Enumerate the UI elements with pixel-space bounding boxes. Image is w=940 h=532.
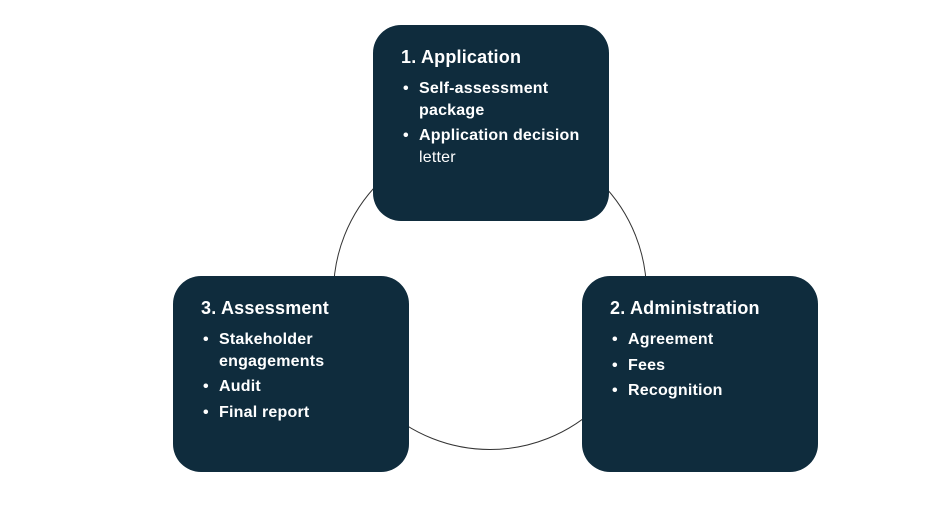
node-title: 3. Assessment <box>201 298 383 319</box>
node-item: Self-assessment package <box>401 78 583 121</box>
node-items: Stakeholder engagements Audit Final repo… <box>201 329 383 423</box>
node-item: Application decisionletter <box>401 125 583 168</box>
node-item: Stakeholder engagements <box>201 329 383 372</box>
node-items: Agreement Fees Recognition <box>610 329 792 402</box>
cycle-diagram: 1. Application Self-assessment package A… <box>0 0 940 532</box>
node-application: 1. Application Self-assessment package A… <box>373 25 609 221</box>
node-title: 1. Application <box>401 47 583 68</box>
node-item: Audit <box>201 376 383 398</box>
node-items: Self-assessment package Application deci… <box>401 78 583 168</box>
node-item: Final report <box>201 402 383 424</box>
node-title: 2. Administration <box>610 298 792 319</box>
node-administration: 2. Administration Agreement Fees Recogni… <box>582 276 818 472</box>
node-item: Fees <box>610 355 792 377</box>
node-item: Recognition <box>610 380 792 402</box>
node-item: Agreement <box>610 329 792 351</box>
node-assessment: 3. Assessment Stakeholder engagements Au… <box>173 276 409 472</box>
